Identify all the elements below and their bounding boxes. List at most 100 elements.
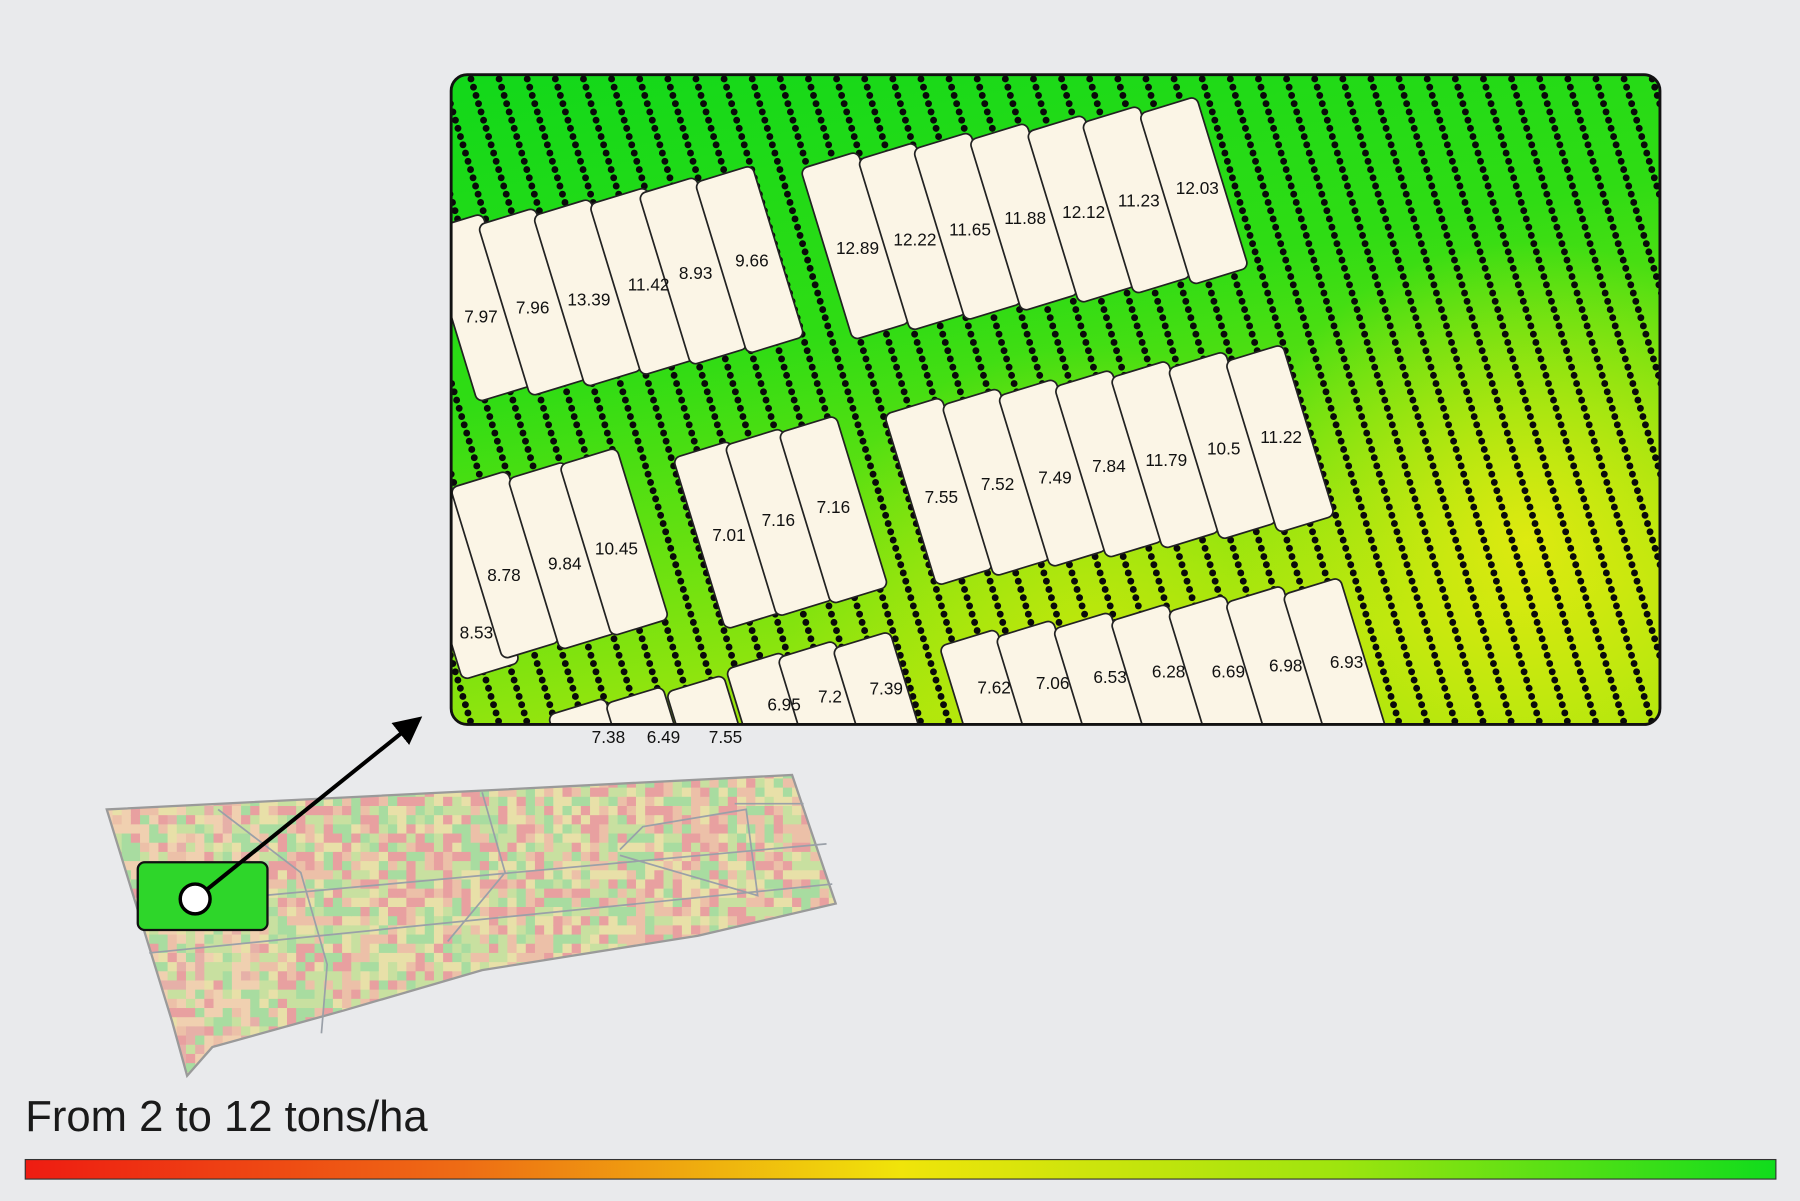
field-cell [112, 888, 123, 899]
field-cell [185, 934, 196, 945]
field-cell [617, 925, 628, 936]
field-cell [782, 962, 793, 972]
field-cell [369, 824, 380, 835]
field-cell [250, 805, 261, 816]
field-cell [259, 943, 270, 954]
field-cell [106, 833, 114, 844]
field-cell [562, 998, 573, 1009]
field-cell [599, 980, 609, 991]
field-cell [406, 980, 417, 991]
field-cell [516, 842, 527, 853]
field-cell [709, 824, 720, 835]
field-cell [590, 805, 600, 816]
field-cell [691, 774, 701, 780]
field-cell [691, 1044, 701, 1055]
zoom-origin[interactable] [178, 882, 212, 916]
field-cell [571, 842, 582, 853]
field-cell [424, 907, 435, 917]
field-cell [792, 861, 802, 871]
field-cell [479, 824, 490, 835]
field-cell [130, 805, 141, 816]
field-cell [663, 796, 674, 807]
field-cell [397, 934, 407, 945]
field-cell [828, 1026, 836, 1037]
field-cell [424, 833, 435, 844]
field-cell [663, 1035, 674, 1046]
field-cell [792, 824, 802, 835]
field-cell [654, 870, 665, 881]
field-cell [700, 1026, 711, 1037]
field-cell [268, 879, 279, 890]
field-cell [314, 897, 325, 908]
field-cell [709, 897, 720, 908]
field-cell [406, 1026, 417, 1037]
field-cell [314, 842, 325, 853]
field-cell [782, 943, 793, 954]
field-cell [305, 962, 316, 972]
field-cell [626, 805, 637, 816]
field-cell [323, 1017, 334, 1027]
field-cell [525, 861, 536, 871]
field-cell [332, 774, 343, 780]
field-cell [571, 989, 582, 1000]
field-cell [663, 888, 674, 899]
field-cell [782, 815, 793, 825]
field-cell [608, 1053, 619, 1064]
field-cell [773, 989, 784, 1000]
field-cell [635, 851, 646, 862]
field-cell [424, 774, 435, 780]
crop-row [457, 74, 682, 725]
field-cell [782, 952, 793, 963]
field-cell [286, 778, 297, 789]
field-cell [158, 952, 169, 963]
plot-yield-label: 6.98 [1269, 656, 1302, 676]
field-cell [397, 1072, 407, 1076]
field-cell [369, 1072, 380, 1076]
field-cell [553, 861, 564, 871]
field-cell [204, 1008, 215, 1018]
field-cell [397, 952, 407, 963]
field-cell [121, 952, 132, 963]
field-cell [580, 805, 591, 816]
field-cell [250, 774, 261, 780]
field-cell [810, 1063, 821, 1073]
field-cell [149, 1072, 159, 1076]
field-cell [635, 833, 646, 844]
field-cell [810, 879, 821, 890]
field-cell [406, 1035, 417, 1046]
field-cell [314, 833, 325, 844]
field-cell [617, 1053, 628, 1064]
field-cell [782, 888, 793, 899]
field-cell [213, 805, 224, 816]
plot-yield-label: 9.66 [735, 250, 768, 270]
field-cell [140, 1026, 150, 1037]
field-cell [672, 925, 683, 936]
field-cell [121, 787, 132, 798]
field-cell [323, 1044, 334, 1055]
field-cell [571, 879, 582, 890]
field-cell [378, 1035, 389, 1046]
field-cell [305, 952, 316, 963]
field-cell [709, 778, 720, 789]
field-cell [406, 842, 417, 853]
field-cell [106, 879, 114, 890]
field-cell [571, 971, 582, 982]
field-cell [406, 833, 417, 844]
trial-plot [560, 448, 669, 636]
field-cell [801, 989, 812, 1000]
field-cell [443, 774, 453, 780]
field-cell [424, 842, 435, 853]
field-cell [388, 1008, 398, 1018]
field-cell [562, 1044, 573, 1055]
field-cell [195, 851, 205, 862]
field-cell [801, 1053, 812, 1064]
field-cell [286, 989, 297, 1000]
field-cell [810, 1035, 821, 1046]
field-cell [498, 934, 508, 945]
field-cell [819, 1072, 830, 1076]
field-cell [553, 989, 564, 1000]
field-cell [626, 934, 637, 945]
field-cell [691, 888, 701, 899]
field-cell [691, 879, 701, 890]
field-cell [195, 1044, 205, 1055]
